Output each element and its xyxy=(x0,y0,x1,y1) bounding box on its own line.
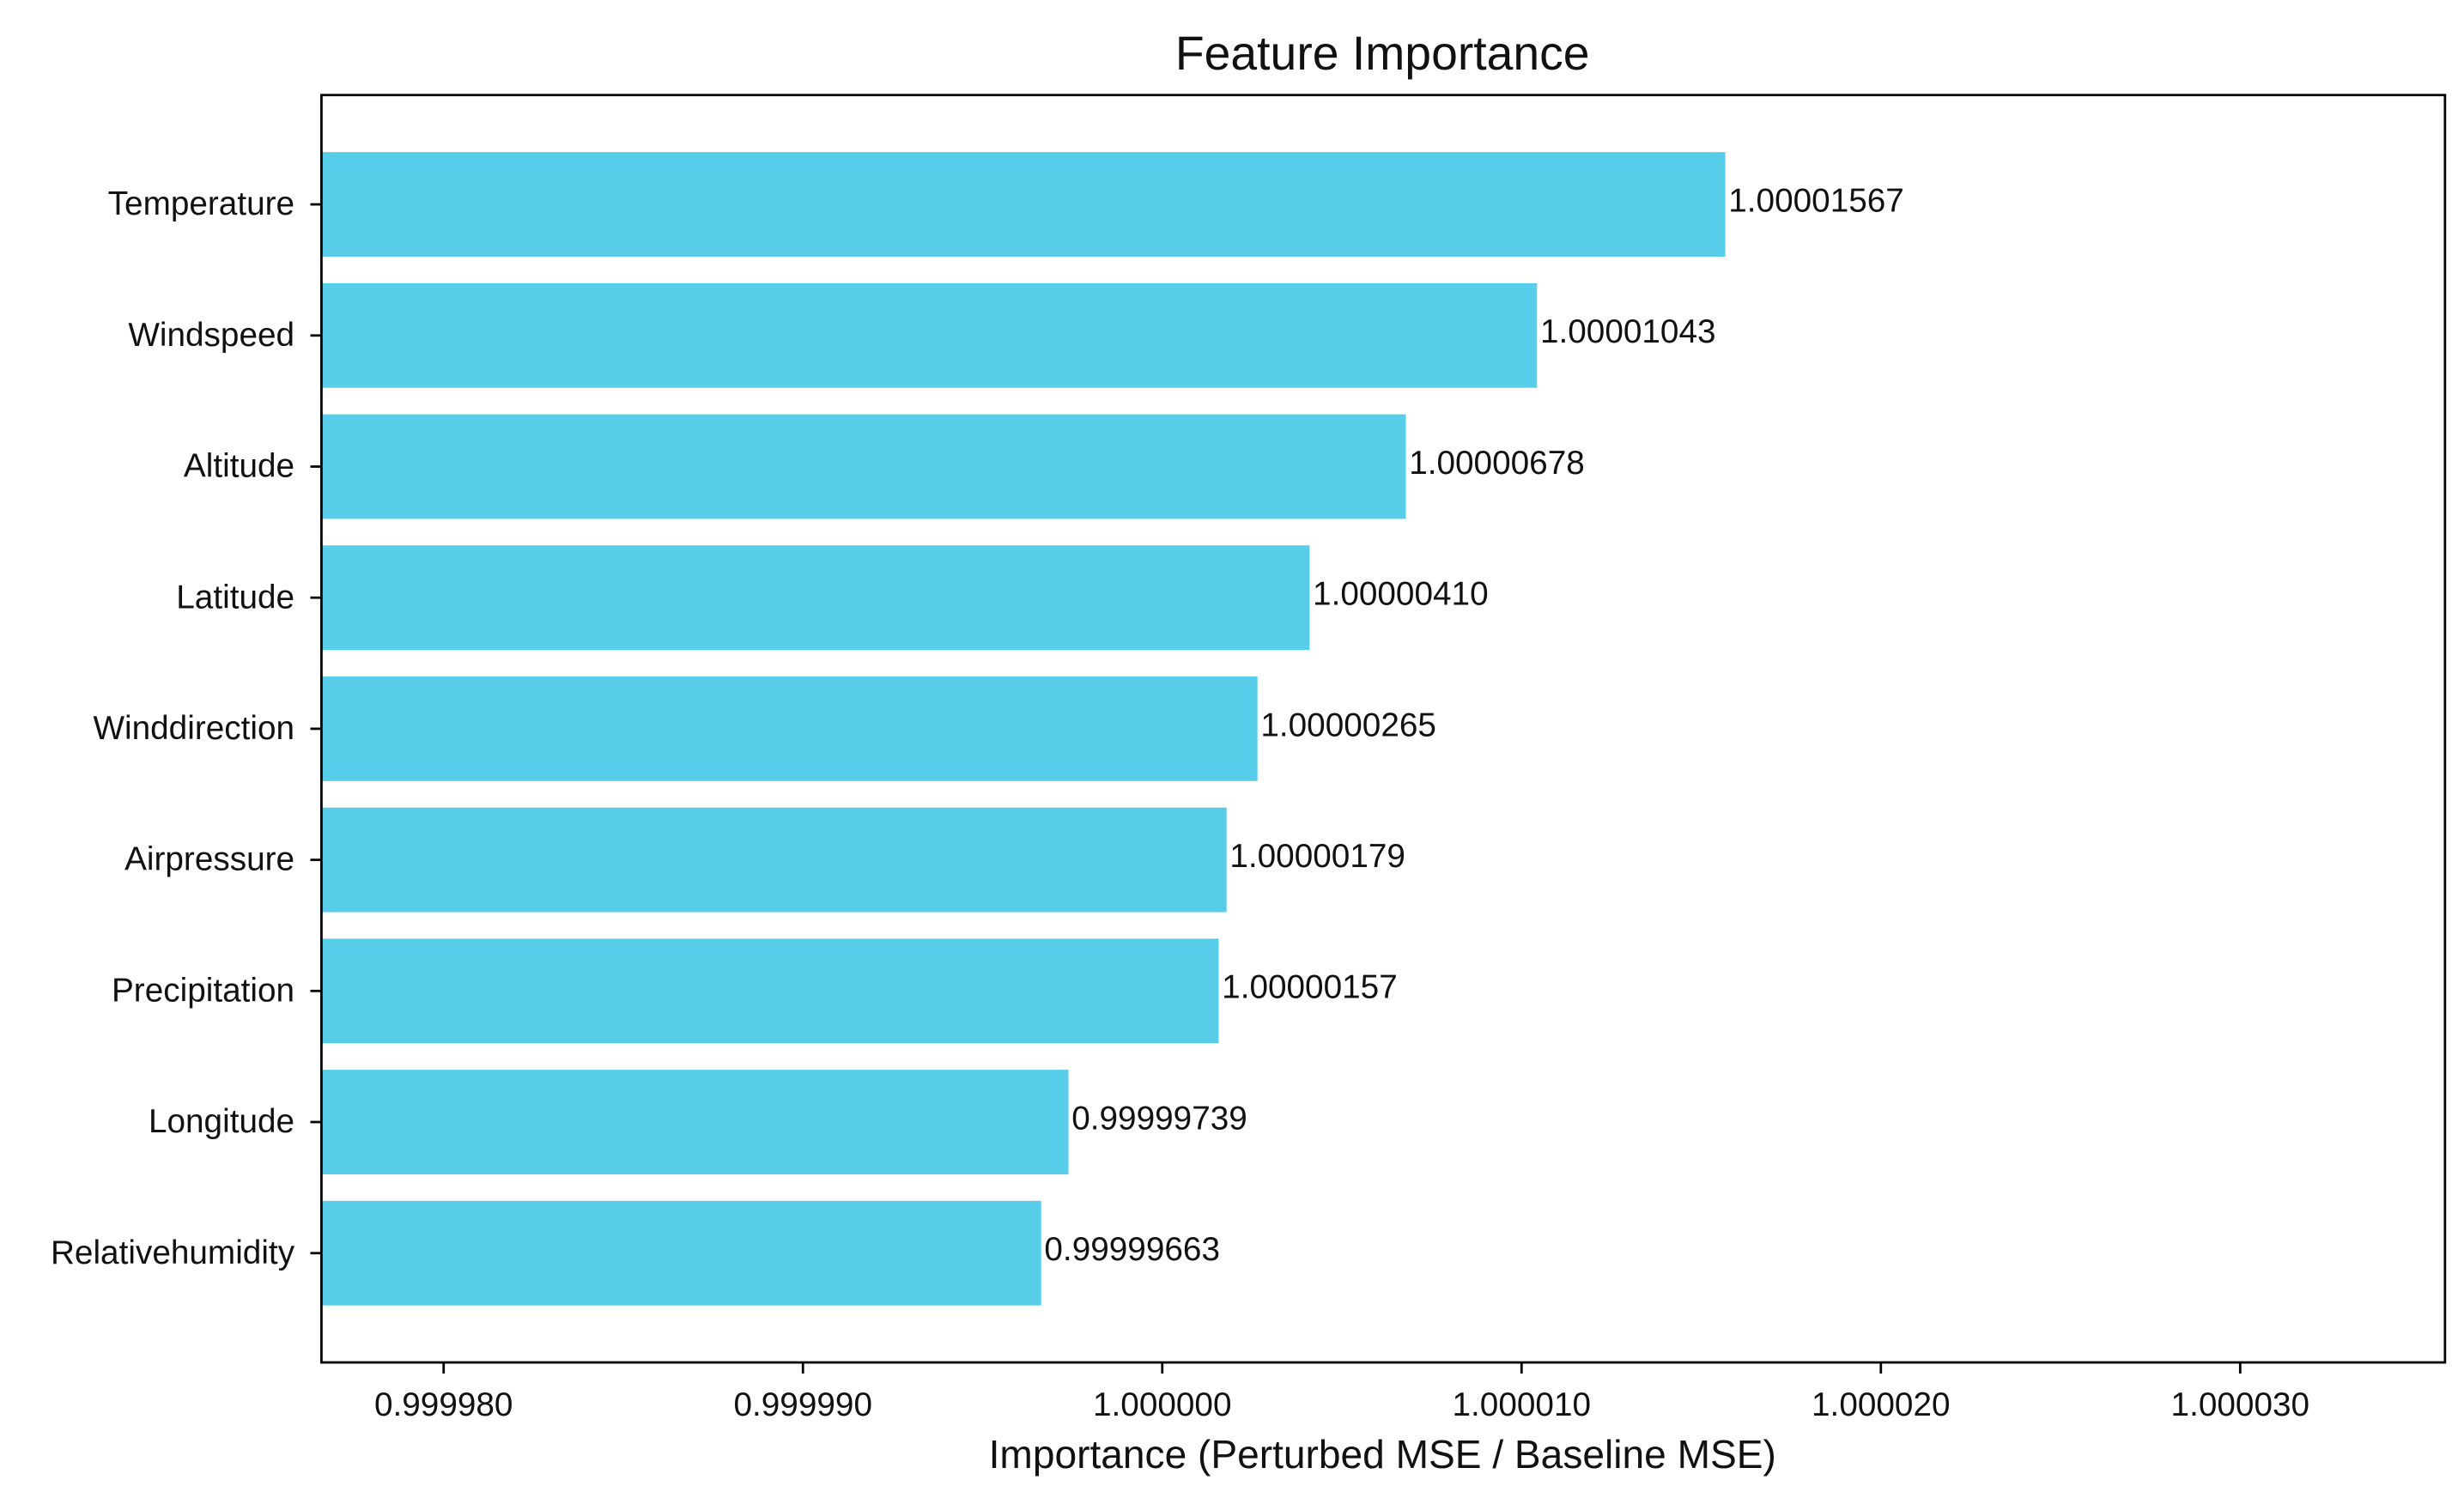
bar xyxy=(321,545,1310,651)
value-label: 1.00000678 xyxy=(1409,445,1585,482)
y-tick-label: Temperature xyxy=(108,185,294,222)
y-tick-label: Relativehumidity xyxy=(51,1234,295,1271)
value-label: 1.00001567 xyxy=(1728,182,1904,219)
value-label: 1.00000157 xyxy=(1222,969,1398,1006)
x-tick-label: 0.999980 xyxy=(374,1386,513,1423)
x-tick-label: 1.000030 xyxy=(2171,1386,2310,1423)
x-tick-label: 0.999990 xyxy=(733,1386,872,1423)
y-tick-label: Latitude xyxy=(176,579,294,616)
x-tick-label: 1.000000 xyxy=(1093,1386,1232,1423)
value-label: 1.00000265 xyxy=(1260,707,1436,743)
value-label: 1.00000179 xyxy=(1229,838,1405,875)
y-tick-label: Airpressure xyxy=(124,841,294,878)
bar xyxy=(321,807,1227,913)
bar xyxy=(321,282,1538,388)
x-axis-label: Importance (Perturbed MSE / Baseline MSE… xyxy=(989,1432,1776,1477)
bar xyxy=(321,676,1258,781)
value-label: 1.00001043 xyxy=(1540,313,1716,350)
x-tick-label: 1.000010 xyxy=(1453,1386,1592,1423)
bar xyxy=(321,1070,1069,1174)
y-tick-label: Windspeed xyxy=(128,317,294,354)
bar xyxy=(321,938,1219,1044)
value-label: 0.99999739 xyxy=(1071,1100,1247,1137)
y-tick-label: Precipitation xyxy=(112,972,294,1009)
y-tick-label: Longitude xyxy=(149,1103,294,1140)
value-label: 0.99999663 xyxy=(1044,1231,1220,1268)
y-tick-label: Winddirection xyxy=(93,710,294,747)
bar xyxy=(321,152,1726,257)
chart-title: Feature Importance xyxy=(1175,27,1590,80)
value-label: 1.00000410 xyxy=(1313,576,1489,613)
y-tick-label: Altitude xyxy=(184,448,294,485)
plot-frame xyxy=(320,94,2447,1364)
x-tick-label: 1.000020 xyxy=(1812,1386,1951,1423)
bar xyxy=(321,414,1406,519)
bar xyxy=(321,1200,1041,1306)
